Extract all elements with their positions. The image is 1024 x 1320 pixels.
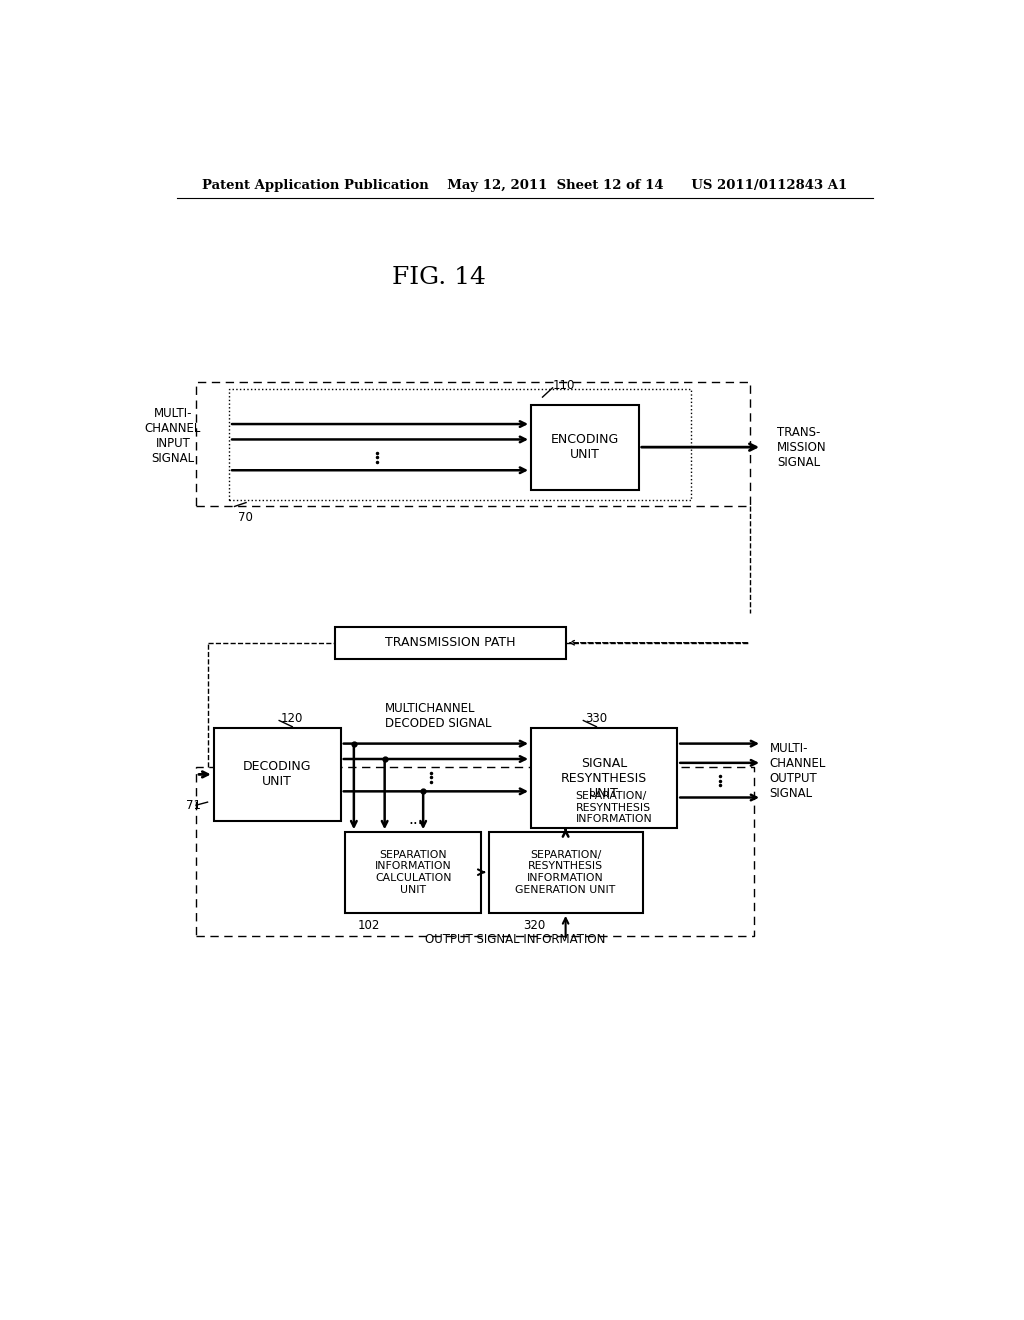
Text: Patent Application Publication    May 12, 2011  Sheet 12 of 14      US 2011/0112: Patent Application Publication May 12, 2…	[202, 178, 848, 191]
Text: 102: 102	[357, 919, 380, 932]
Text: 71: 71	[186, 799, 201, 812]
Text: 330: 330	[585, 713, 607, 726]
Text: ENCODING
UNIT: ENCODING UNIT	[551, 433, 618, 461]
Text: FIG. 14: FIG. 14	[391, 267, 485, 289]
Bar	[345, 832, 481, 913]
Text: OUTPUT SIGNAL INFORMATION: OUTPUT SIGNAL INFORMATION	[425, 933, 606, 946]
Text: 120: 120	[281, 713, 303, 726]
Bar	[488, 832, 643, 913]
Bar	[531, 405, 639, 490]
Bar	[335, 627, 565, 659]
Bar	[196, 767, 755, 936]
Bar	[214, 729, 341, 821]
Bar	[531, 729, 677, 829]
Text: TRANSMISSION PATH: TRANSMISSION PATH	[385, 636, 515, 649]
Text: MULTICHANNEL
DECODED SIGNAL: MULTICHANNEL DECODED SIGNAL	[385, 702, 492, 730]
Text: DECODING
UNIT: DECODING UNIT	[243, 760, 311, 788]
Text: 70: 70	[239, 511, 253, 524]
Text: SEPARATION/
RESYNTHESIS
INFORMATION
GENERATION UNIT: SEPARATION/ RESYNTHESIS INFORMATION GENE…	[515, 850, 615, 895]
Text: MULTI-
CHANNEL
OUTPUT
SIGNAL: MULTI- CHANNEL OUTPUT SIGNAL	[770, 742, 826, 800]
Text: TRANS-
MISSION
SIGNAL: TRANS- MISSION SIGNAL	[777, 425, 827, 469]
Text: 110: 110	[553, 379, 574, 392]
Bar	[196, 381, 751, 507]
Text: MULTI-
CHANNEL
INPUT
SIGNAL: MULTI- CHANNEL INPUT SIGNAL	[144, 407, 201, 465]
Text: SIGNAL
RESYNTHESIS
UNIT: SIGNAL RESYNTHESIS UNIT	[561, 756, 647, 800]
Text: ...: ...	[409, 812, 423, 826]
Text: SEPARATION/
RESYNTHESIS
INFORMATION: SEPARATION/ RESYNTHESIS INFORMATION	[575, 791, 652, 824]
Bar	[229, 389, 691, 499]
Text: SEPARATION
INFORMATION
CALCULATION
UNIT: SEPARATION INFORMATION CALCULATION UNIT	[375, 850, 452, 895]
Text: 320: 320	[523, 919, 546, 932]
